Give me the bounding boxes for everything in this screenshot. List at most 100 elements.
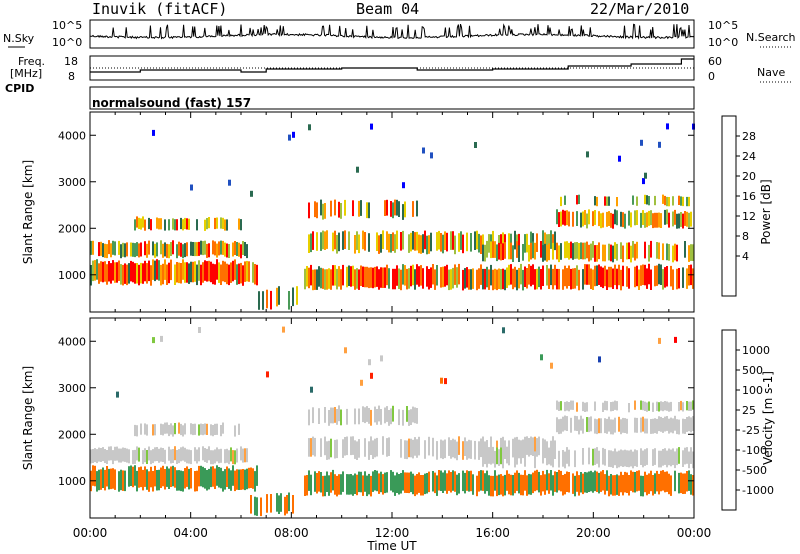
heatmap-cell — [622, 245, 624, 263]
heatmap-cell — [678, 447, 680, 464]
colorbar-tick-label: 500 — [742, 364, 763, 377]
heatmap-cell — [278, 286, 280, 305]
heatmap-cell — [330, 472, 332, 493]
heatmap-cell — [488, 269, 490, 290]
heatmap-cell — [198, 465, 200, 487]
heatmap-cell — [580, 242, 582, 260]
heatmap-cell — [228, 244, 230, 258]
heatmap-cell — [306, 266, 308, 287]
heatmap-cell — [404, 201, 406, 218]
heatmap-cell — [664, 416, 666, 432]
heatmap-cell — [446, 232, 448, 252]
heatmap-cell — [514, 266, 516, 288]
heatmap-cell — [250, 495, 252, 514]
heatmap-cell — [474, 231, 476, 250]
heatmap-cell — [308, 202, 310, 219]
heatmap-cell — [488, 447, 490, 464]
heatmap-cell — [152, 337, 155, 344]
heatmap-cell — [446, 264, 448, 286]
heatmap-cell — [668, 244, 670, 261]
heatmap-cell — [660, 213, 662, 228]
heatmap-cell — [476, 475, 478, 497]
heatmap-cell — [366, 202, 368, 219]
heatmap-cell — [580, 472, 582, 493]
heatmap-cell — [326, 441, 328, 460]
station-title: Inuvik (fitACF) — [92, 0, 228, 18]
heatmap-cell — [104, 449, 106, 463]
nsky-label: N.Sky — [3, 32, 35, 45]
heatmap-cell — [400, 232, 402, 251]
heatmap-cell — [494, 470, 496, 491]
heatmap-cell — [344, 437, 346, 456]
heatmap-cell — [596, 245, 598, 262]
heatmap-cell — [180, 217, 182, 230]
heatmap-cell — [350, 436, 352, 456]
heatmap-cell — [524, 266, 526, 287]
heatmap-cell — [230, 470, 232, 491]
heatmap-cell — [412, 201, 414, 217]
heatmap-cell — [232, 465, 234, 486]
heatmap-cell — [134, 263, 136, 284]
heatmap-cell — [162, 263, 164, 285]
heatmap-cell — [408, 410, 410, 426]
heatmap-cell — [678, 268, 680, 289]
heatmap-cell — [532, 437, 534, 456]
heatmap-cell — [98, 447, 100, 462]
heatmap-cell — [344, 347, 347, 354]
heatmap-cell — [370, 267, 372, 288]
heatmap-cell — [172, 449, 174, 463]
heatmap-cell — [152, 129, 155, 136]
heatmap-cell — [186, 242, 188, 257]
heatmap-cell — [602, 212, 604, 228]
heatmap-cell — [184, 243, 186, 258]
heatmap-cell — [508, 264, 510, 286]
heatmap-cell — [492, 269, 494, 291]
heatmap-cell — [490, 447, 492, 465]
heatmap-cell — [468, 439, 470, 459]
x-tick-label: 00:00 — [73, 526, 108, 540]
heatmap-cell — [454, 471, 456, 492]
heatmap-cell — [540, 269, 542, 290]
heatmap-cell — [200, 240, 202, 255]
heatmap-cell — [128, 449, 130, 464]
heatmap-cell — [678, 472, 680, 494]
heatmap-cell — [498, 268, 500, 289]
heatmap-cell — [380, 471, 382, 493]
heatmap-cell — [648, 401, 650, 411]
heatmap-cell — [562, 269, 564, 290]
heatmap-cell — [510, 264, 512, 285]
heatmap-cell — [136, 242, 138, 257]
heatmap-cell — [118, 240, 120, 255]
heatmap-cell — [500, 437, 502, 457]
heatmap-cell — [198, 424, 200, 436]
heatmap-cell — [138, 264, 140, 286]
heatmap-cell — [556, 209, 558, 225]
heatmap-cell — [612, 401, 614, 411]
heatmap-cell — [108, 240, 110, 255]
heatmap-cell — [424, 230, 426, 250]
heatmap-cell — [106, 450, 108, 464]
heatmap-cell — [428, 436, 430, 456]
heatmap-cell — [436, 475, 438, 496]
heatmap-cell — [532, 472, 534, 494]
heatmap-cell — [500, 234, 502, 253]
heatmap-cell — [574, 475, 576, 497]
heatmap-cell — [244, 448, 246, 463]
heatmap-cell — [614, 264, 616, 286]
heatmap-cell — [404, 440, 406, 459]
heatmap-cell — [640, 448, 642, 465]
heatmap-cell — [304, 268, 306, 290]
heatmap-cell — [572, 211, 574, 227]
heatmap-cell — [686, 211, 688, 227]
heatmap-cell — [606, 269, 608, 290]
colorbar-tick-label: 20 — [742, 170, 756, 183]
heatmap-cell — [690, 401, 692, 411]
heatmap-cell — [108, 446, 110, 461]
heatmap-cell — [410, 438, 412, 458]
heatmap-cell — [374, 406, 376, 423]
heatmap-cell — [516, 241, 518, 258]
heatmap-cell — [454, 235, 456, 255]
heatmap-cell — [556, 472, 558, 493]
heatmap-cell — [484, 447, 486, 465]
heatmap-cell — [380, 234, 382, 253]
